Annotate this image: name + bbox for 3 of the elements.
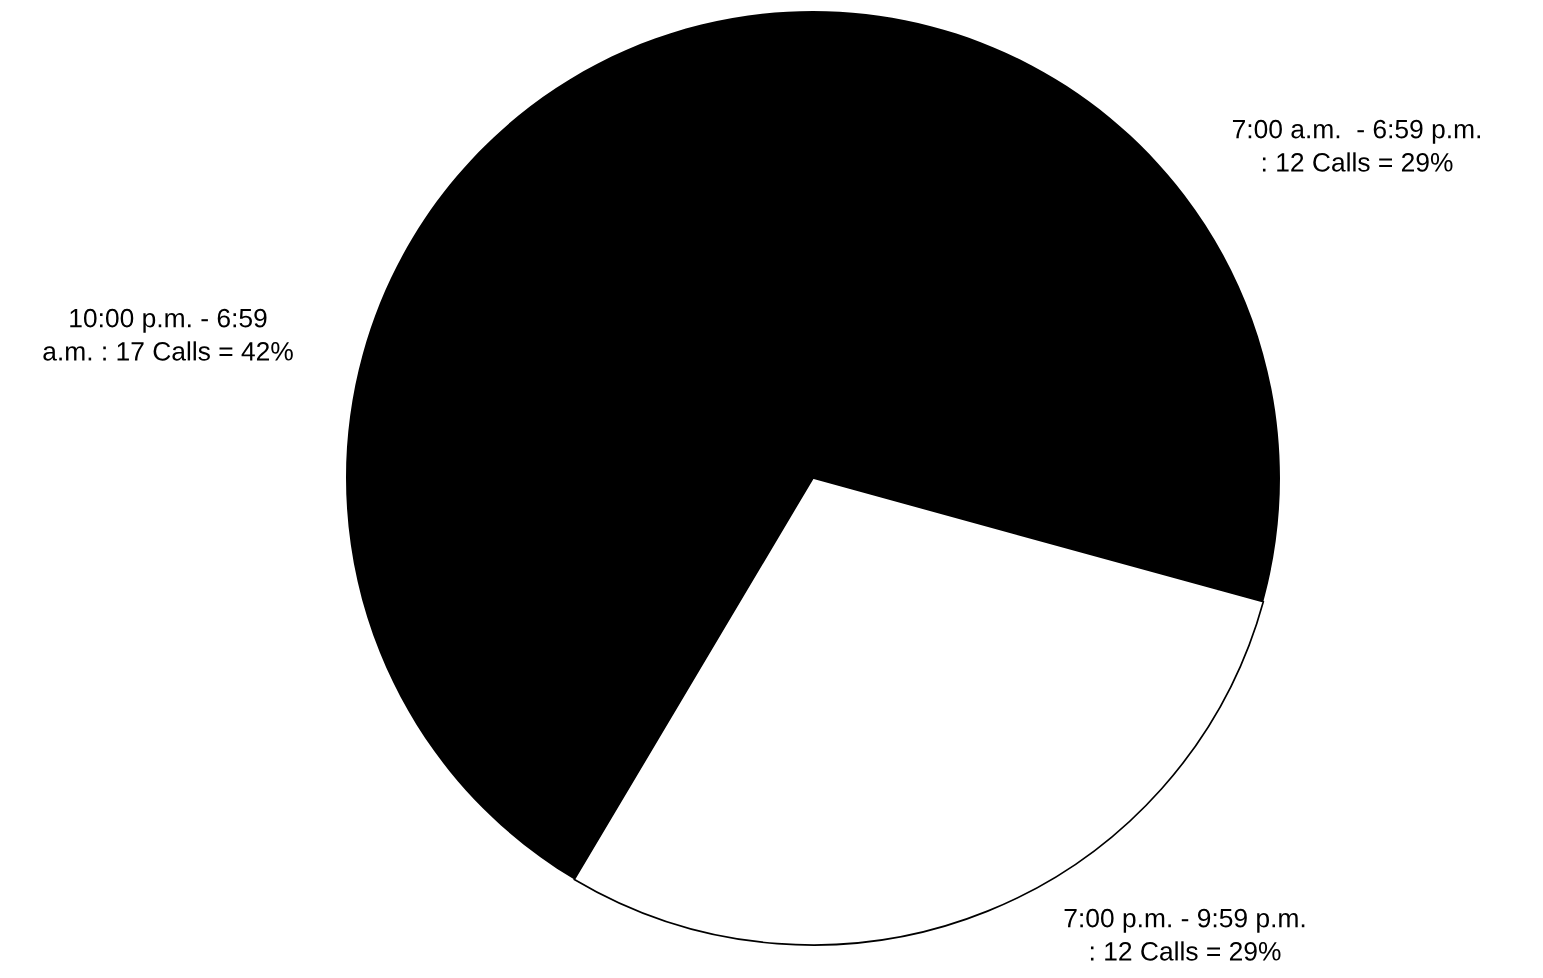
slice-label: 7:00 a.m. - 6:59 p.m. : 12 Calls = 29% xyxy=(1232,119,1481,172)
slice-label: 10:00 p.m. - 6:59 a.m. : 17 Calls = 42% xyxy=(43,308,293,361)
slice-label: 7:00 p.m. - 9:59 p.m. : 12 Calls = 29% xyxy=(1064,908,1305,961)
